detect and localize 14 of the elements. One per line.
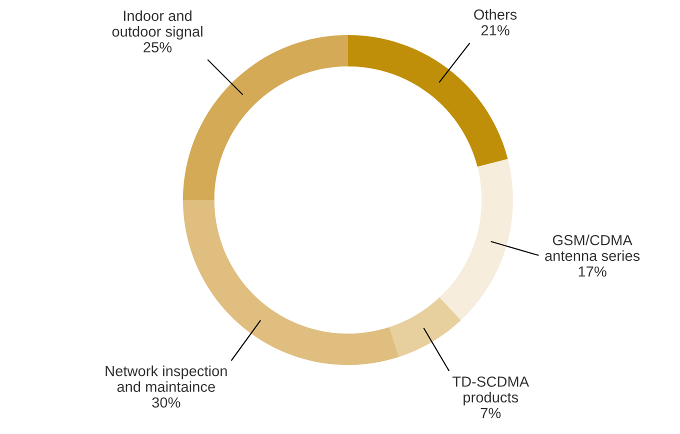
slice-label: GSM/CDMA antenna series [545, 234, 640, 261]
slice-label: Network inspection and maintaince [106, 366, 227, 392]
slice-label: Indoor and outdoor signal [112, 10, 202, 40]
data-label: 25% [144, 42, 172, 52]
slice-label: Others [474, 9, 517, 20]
slice-label: TD-SCDMA products [452, 376, 530, 406]
data-label: 17% [578, 266, 606, 277]
data-label: 30% [152, 397, 180, 408]
donut-slice [389, 297, 461, 357]
data-label: 21% [481, 25, 510, 36]
donut-slice [348, 35, 508, 167]
donut-slice [439, 158, 513, 320]
donut-slice [183, 200, 399, 365]
data-label: 7% [480, 408, 501, 418]
